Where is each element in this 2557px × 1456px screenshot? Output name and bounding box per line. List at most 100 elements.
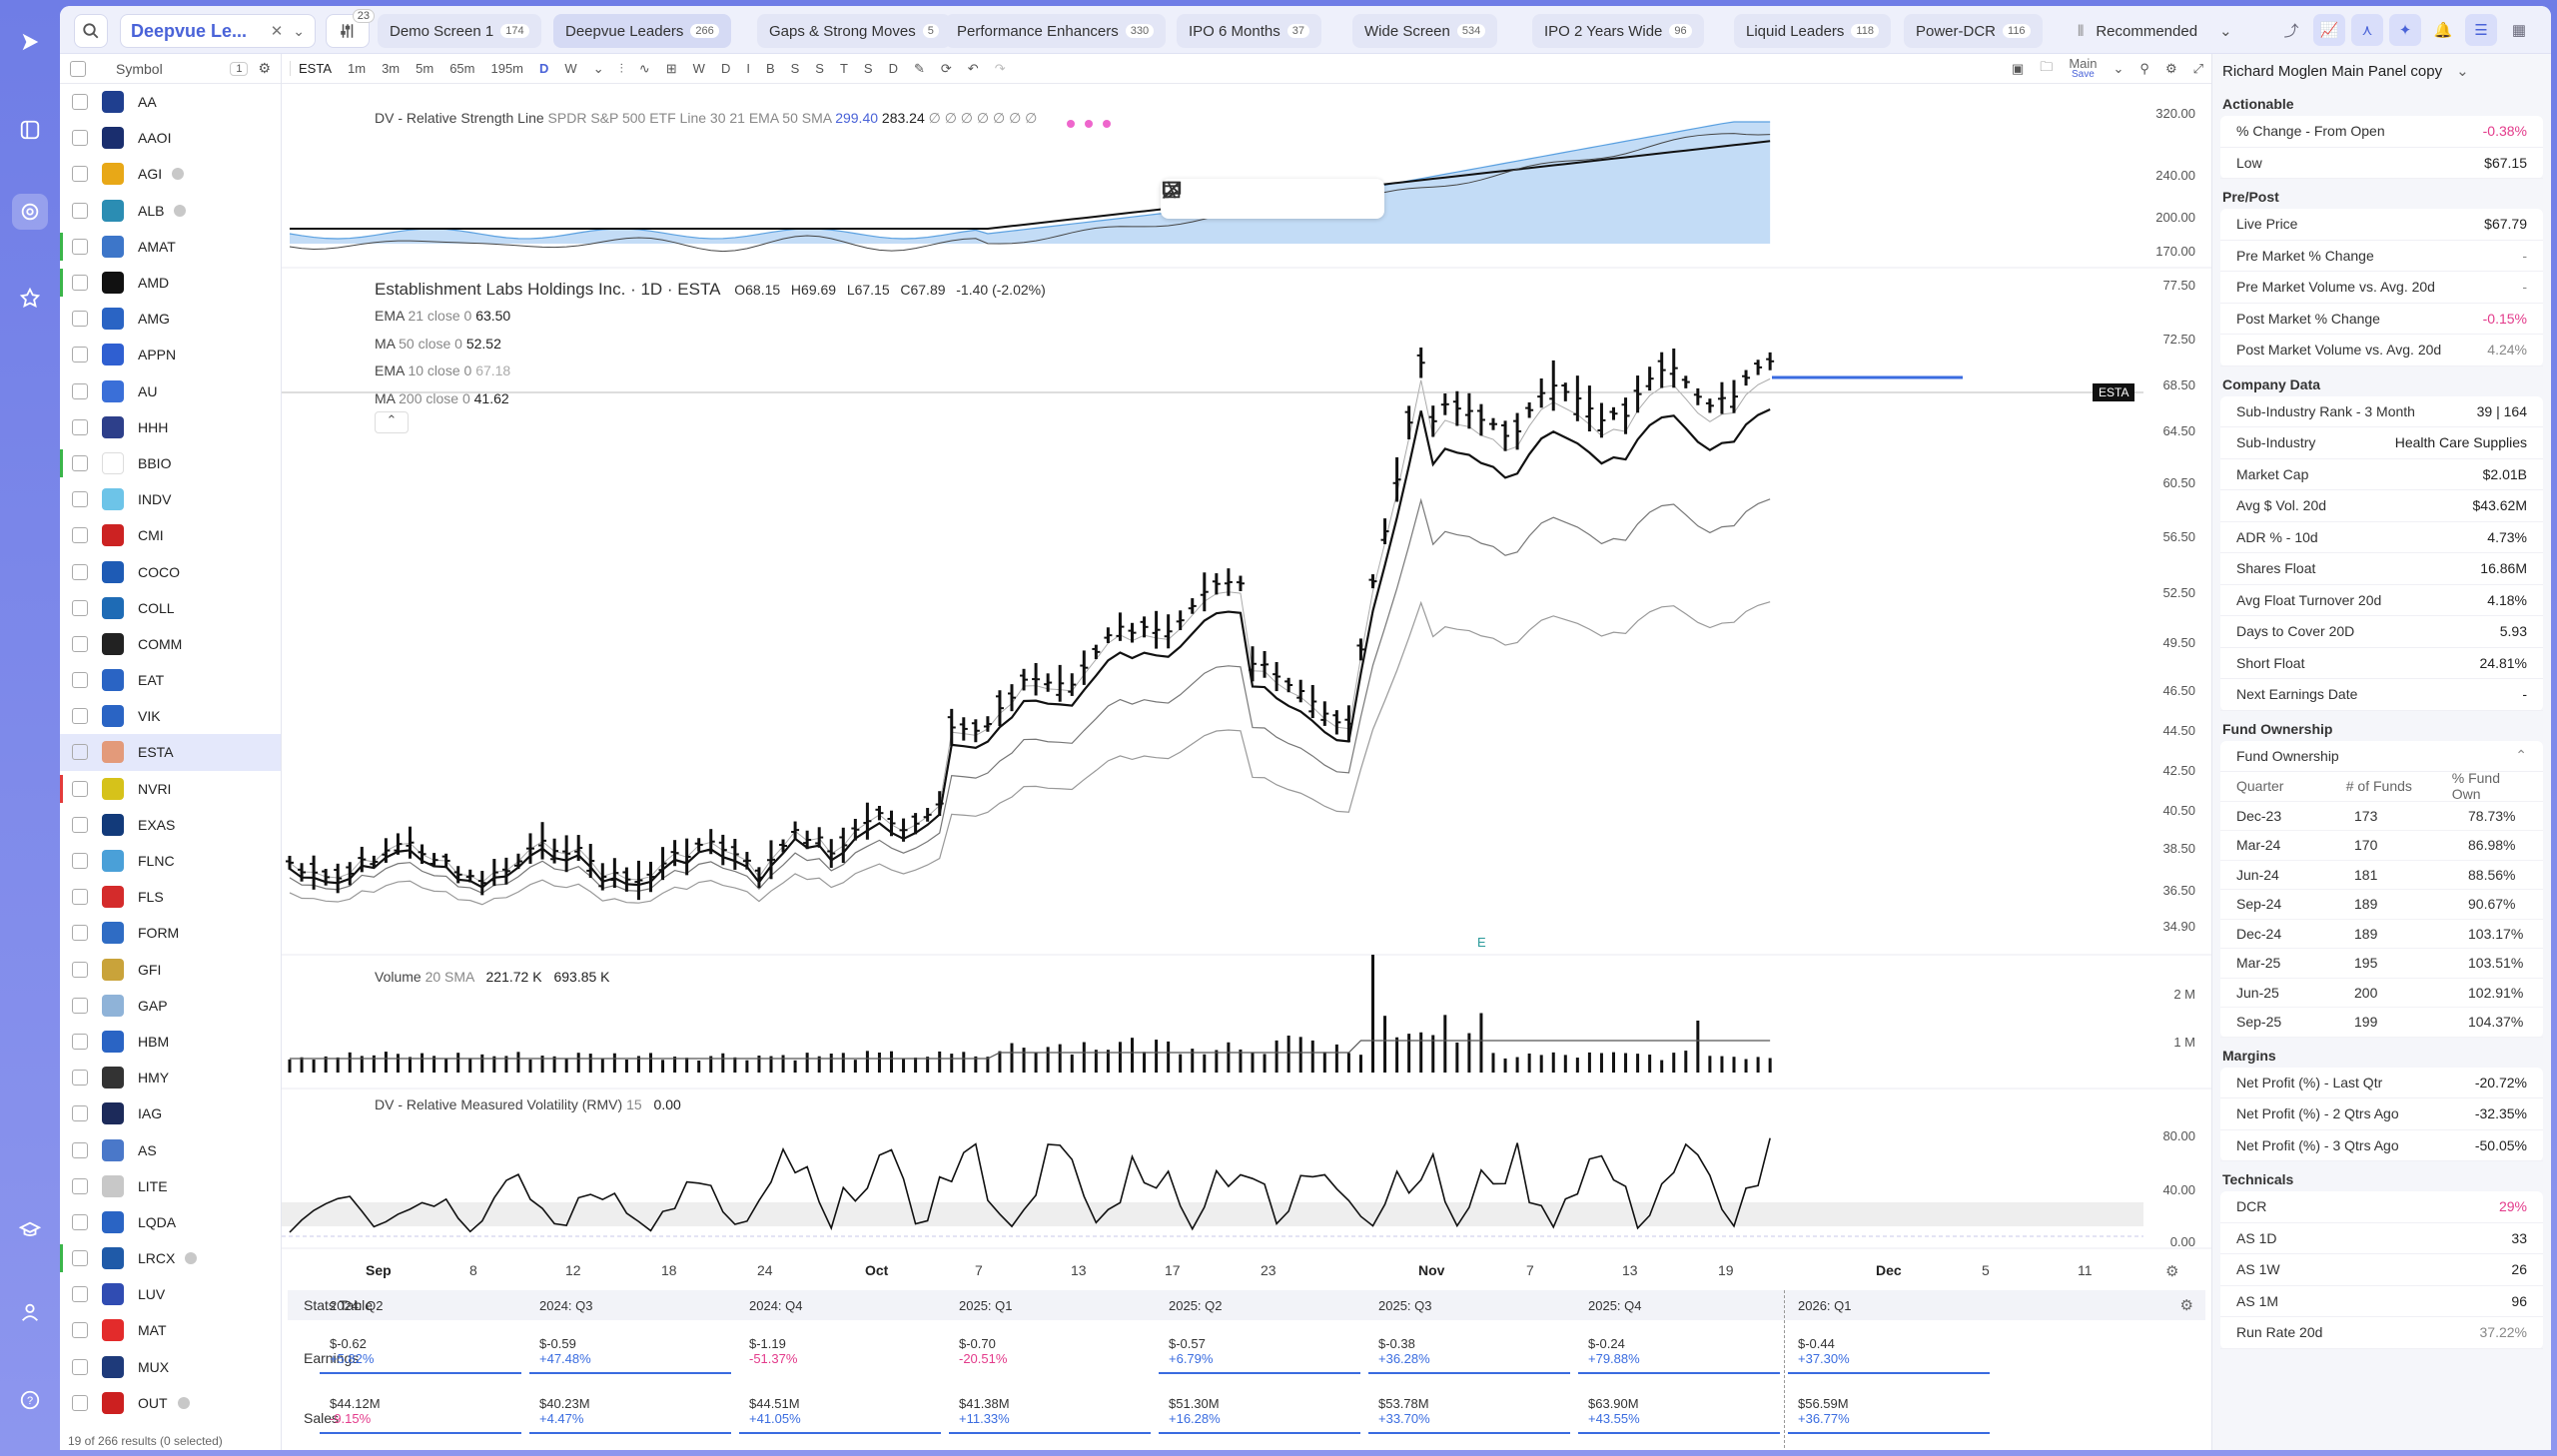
row-checkbox[interactable]: [72, 418, 88, 435]
watchlist-row-eat[interactable]: EAT: [60, 662, 281, 698]
screen-tab-gaps-strong-moves[interactable]: Gaps & Strong Moves 5: [757, 14, 951, 48]
screen-tab-liquid-leaders[interactable]: Liquid Leaders 118: [1734, 14, 1891, 48]
screen-tab-demo-screen-1[interactable]: Demo Screen 1 174: [378, 14, 541, 48]
watchlist-row-form[interactable]: FORM: [60, 915, 281, 951]
watchlist-row-lite[interactable]: LITE: [60, 1168, 281, 1204]
timeframe-w[interactable]: W: [564, 60, 577, 76]
watchlist-row-hhh[interactable]: HHH: [60, 409, 281, 445]
chevron-down-icon[interactable]: ⌄: [592, 60, 604, 76]
watchlist-row-appn[interactable]: APPN: [60, 337, 281, 372]
row-checkbox[interactable]: [72, 238, 88, 255]
watchlist-row-amg[interactable]: AMG: [60, 301, 281, 337]
sort-dropdown[interactable]: ⫴ Recommended ⌄: [2078, 14, 2232, 48]
row-checkbox[interactable]: [72, 166, 88, 183]
bell-icon[interactable]: 🔔: [2433, 22, 2453, 39]
screen-tab-ipo-6-months[interactable]: IPO 6 Months 37: [1177, 14, 1321, 48]
screen-tab-power-dcr[interactable]: Power-DCR 116: [1904, 14, 2043, 48]
row-checkbox[interactable]: [72, 708, 88, 725]
clear-icon[interactable]: ✕: [270, 23, 284, 40]
search-button[interactable]: [74, 14, 108, 48]
period-button-4[interactable]: S: [790, 61, 800, 76]
logo-icon[interactable]: [12, 24, 48, 60]
watchlist-row-iag[interactable]: IAG: [60, 1095, 281, 1131]
row-checkbox[interactable]: [72, 1213, 88, 1230]
row-checkbox[interactable]: [72, 1177, 88, 1194]
select-all-checkbox[interactable]: [70, 60, 86, 77]
chevron-down-icon[interactable]: ⌄: [2113, 60, 2125, 76]
layout-selector[interactable]: Main Save: [2069, 57, 2097, 80]
watchlist-row-mux[interactable]: MUX: [60, 1349, 281, 1385]
watchlist-row-luv[interactable]: LUV: [60, 1276, 281, 1312]
period-button-6[interactable]: T: [839, 61, 848, 76]
watchlist-row-gfi[interactable]: GFI: [60, 952, 281, 988]
row-checkbox[interactable]: [72, 491, 88, 508]
symbol-column-header[interactable]: Symbol: [116, 60, 163, 77]
templates-icon[interactable]: ⊞: [665, 60, 677, 76]
row-checkbox[interactable]: [72, 599, 88, 616]
timeframe-d[interactable]: D: [539, 60, 549, 76]
alert-icon[interactable]: ⚲: [2139, 60, 2149, 76]
panel-selector[interactable]: Richard Moglen Main Panel copy ⌄: [2212, 54, 2551, 88]
learn-icon[interactable]: [12, 1212, 48, 1248]
row-checkbox[interactable]: [72, 1105, 88, 1122]
settings-icon[interactable]: ⚙: [2165, 1263, 2179, 1280]
row-checkbox[interactable]: [72, 1141, 88, 1158]
row-checkbox[interactable]: [72, 527, 88, 544]
indicators-icon[interactable]: ∿: [638, 60, 650, 76]
gear-icon[interactable]: ⚙: [258, 60, 271, 76]
period-button-2[interactable]: I: [746, 61, 750, 76]
settings-icon[interactable]: ⚙: [2179, 1297, 2193, 1314]
watchlist-row-coco[interactable]: COCO: [60, 553, 281, 589]
row-checkbox[interactable]: [72, 853, 88, 870]
row-checkbox[interactable]: [72, 1250, 88, 1267]
row-checkbox[interactable]: [72, 275, 88, 292]
row-checkbox[interactable]: [72, 1358, 88, 1375]
row-checkbox[interactable]: [72, 94, 88, 111]
settings-icon[interactable]: ⚙: [2164, 60, 2177, 76]
timeframe-1m[interactable]: 1m: [348, 60, 367, 76]
pencil-icon[interactable]: ✎: [913, 60, 925, 76]
row-checkbox[interactable]: [72, 311, 88, 328]
collapse-legend-button[interactable]: ⌃: [375, 411, 409, 433]
screener-icon[interactable]: [12, 194, 48, 230]
screen-tab-deepvue-leaders[interactable]: Deepvue Leaders 266: [553, 14, 731, 48]
ticker-input[interactable]: ESTA: [290, 61, 332, 76]
screen-tab-ipo-2-years-wide[interactable]: IPO 2 Years Wide 96: [1532, 14, 1704, 48]
chart-view-icon[interactable]: 📈: [2313, 14, 2345, 46]
undo-icon[interactable]: ↶: [967, 60, 979, 76]
row-checkbox[interactable]: [72, 889, 88, 906]
ai-icon[interactable]: ✦: [2389, 14, 2421, 46]
watchlist-row-indv[interactable]: INDV: [60, 481, 281, 517]
layout-icon[interactable]: ▣: [2012, 60, 2025, 76]
row-checkbox[interactable]: [72, 1322, 88, 1339]
row-checkbox[interactable]: [72, 672, 88, 689]
watchlist-row-coll[interactable]: COLL: [60, 590, 281, 626]
row-checkbox[interactable]: [72, 816, 88, 833]
star-icon[interactable]: [12, 280, 48, 316]
screen-tab-performance-enhancers[interactable]: Performance Enhancers 330: [945, 14, 1167, 48]
fund-ownership-toggle[interactable]: Fund Ownership ⌃: [2220, 741, 2543, 772]
chart-type-icon[interactable]: ⫶: [619, 60, 623, 76]
watchlist-row-flnc[interactable]: FLNC: [60, 843, 281, 879]
folder-icon[interactable]: 🗀: [2040, 58, 2054, 74]
fullscreen-icon[interactable]: ⤢: [2192, 60, 2203, 76]
row-checkbox[interactable]: [72, 780, 88, 797]
timeframe-5m[interactable]: 5m: [416, 60, 434, 76]
redo-icon[interactable]: ↷: [994, 60, 1006, 76]
screen-tab-wide-screen[interactable]: Wide Screen 534: [1352, 14, 1498, 48]
watchlist-row-aaoi[interactable]: AAOI: [60, 120, 281, 156]
timeframe-3m[interactable]: 3m: [382, 60, 401, 76]
watchlist-row-exas[interactable]: EXAS: [60, 807, 281, 843]
row-checkbox[interactable]: [72, 1070, 88, 1087]
earnings-marker[interactable]: E: [1477, 935, 1486, 950]
row-checkbox[interactable]: [72, 347, 88, 364]
row-checkbox[interactable]: [72, 744, 88, 761]
row-checkbox[interactable]: [72, 130, 88, 147]
watchlist-row-vik[interactable]: VIK: [60, 698, 281, 734]
timeframe-65m[interactable]: 65m: [449, 60, 475, 76]
watchlist-row-mat[interactable]: MAT: [60, 1312, 281, 1348]
period-button-0[interactable]: W: [692, 61, 705, 76]
chart-canvas[interactable]: [282, 84, 2211, 1288]
watchlist-row-bbio[interactable]: BBIO: [60, 445, 281, 481]
row-checkbox[interactable]: [72, 563, 88, 580]
